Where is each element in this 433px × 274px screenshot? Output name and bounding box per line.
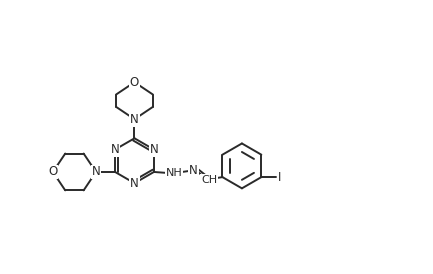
Text: NH: NH	[166, 168, 182, 178]
Text: O: O	[48, 165, 58, 178]
Text: N: N	[130, 177, 139, 190]
Text: O: O	[130, 76, 139, 89]
Text: I: I	[278, 171, 281, 184]
Text: N: N	[111, 143, 120, 156]
Text: N: N	[149, 143, 158, 156]
Text: CH: CH	[201, 175, 217, 185]
Text: N: N	[189, 164, 197, 177]
Text: N: N	[92, 165, 100, 178]
Text: N: N	[130, 113, 139, 126]
